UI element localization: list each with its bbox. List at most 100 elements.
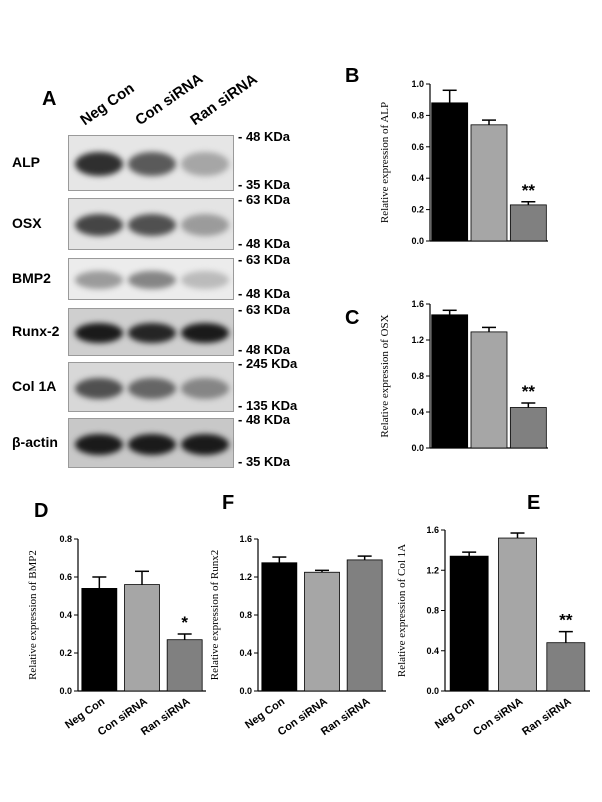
y-tick-label: 0.8 [59,534,72,544]
marker-label-upper: - 63 KDa [238,252,291,267]
significance-marker: * [181,613,188,632]
blot-band [75,378,123,399]
y-tick-label: 1.0 [411,79,424,89]
bar [304,571,340,692]
blot-image [68,135,234,191]
chart-f-runx2: F 0.0 0.4 0.8 1.2 1.6 Relative expression of R… [209,492,386,738]
marker-label-upper: - 245 KDa [238,356,298,371]
y-tick-label: 1.6 [239,534,252,544]
bar [509,204,547,242]
y-tick-label: 0.4 [411,173,424,183]
y-tick-label: 0.8 [411,110,424,120]
blot-label: ALP [12,154,40,170]
blot-band [128,271,176,289]
y-tick-label: 0.6 [59,572,72,582]
blot-label: BMP2 [12,270,51,286]
blot-band [75,323,123,343]
marker-label-lower: - 35 KDa [238,454,291,469]
bar [431,314,469,449]
y-tick-label: 0.4 [59,610,72,620]
y-tick-label: 0.0 [239,686,252,696]
bar [346,559,383,692]
y-tick-label: 1.2 [426,565,439,575]
y-tick-label: 0.0 [426,686,439,696]
blot-band [75,271,123,289]
significance-marker: ** [522,382,536,401]
bar [449,555,489,692]
chart-d-bmp2: D 0.0 0.2 0.4 0.6 0.8 Relative expression of B… [27,500,206,738]
blot-band [75,214,123,236]
y-tick-label: 0.8 [411,371,424,381]
blot-label: Runx-2 [12,323,60,339]
panel-letter: C [345,307,359,329]
y-axis-label: Relative expression of Runx2 [209,550,221,680]
bar [509,407,547,449]
blot-image [68,418,234,468]
y-tick-label: 0.0 [411,236,424,246]
y-axis-label: Relative expression of BMP2 [27,550,39,680]
chart-b-alp: B 0.0 0.2 0.4 0.6 0.8 1.0 Relative expression o… [345,65,548,246]
x-category-label: Neg Con [433,695,477,731]
y-tick-label: 0.4 [426,646,439,656]
blot-band [128,214,176,236]
significance-marker: ** [522,181,536,200]
y-axis-label: Relative expression of OSX [379,314,391,437]
blot-band [75,434,123,455]
y-tick-label: 0.0 [59,686,72,696]
marker-label-lower: - 48 KDa [238,342,291,357]
blot-band [181,271,229,289]
y-tick-label: 0.0 [411,443,424,453]
blot-image [68,308,234,356]
panel-letter: E [527,492,540,514]
blot-label: Col 1A [12,378,57,394]
chart-c-osx: C 0.0 0.4 0.8 1.2 1.6 Relative expression of O… [345,299,548,453]
marker-label-upper: - 63 KDa [238,192,291,207]
bar [166,639,203,692]
marker-label-upper: - 48 KDa [238,129,291,144]
y-tick-label: 0.4 [239,648,252,658]
y-tick-label: 0.2 [59,648,72,658]
blot-band [181,214,229,236]
y-tick-label: 1.2 [411,335,424,345]
y-tick-label: 0.8 [426,606,439,616]
blot-image [68,258,234,300]
panel-letter: F [222,492,234,514]
blot-band [75,152,123,176]
blot-band [181,434,229,455]
chart-e-col1a: E 0.0 0.4 0.8 1.2 1.6 Relative expression of C… [396,492,590,739]
significance-marker: ** [559,611,573,630]
bar [124,584,160,692]
marker-label-upper: - 48 KDa [238,412,291,427]
x-category-label: Con siRNA [471,696,525,739]
bar [470,124,508,242]
y-tick-label: 1.6 [426,525,439,535]
panel-a-letter: A [42,88,57,110]
blot-band [181,378,229,399]
blot-band [128,323,176,343]
blot-label: β-actin [12,434,58,450]
bar [498,537,537,692]
y-tick-label: 1.2 [239,572,252,582]
y-tick-label: 1.6 [411,299,424,309]
y-tick-label: 0.8 [239,610,252,620]
marker-label-lower: - 48 KDa [238,286,291,301]
lane-label: Neg Con [77,79,138,129]
blot-band [181,152,229,176]
panel-letter: B [345,65,359,87]
blot-band [128,434,176,455]
bar [81,588,118,692]
blot-band [128,378,176,399]
marker-label-lower: - 48 KDa [238,236,291,251]
y-axis-label: Relative expression of ALP [379,102,391,223]
y-axis-label: Relative expression of Col 1A [396,544,408,677]
bar [546,642,586,692]
bar [261,562,298,692]
y-tick-label: 0.2 [411,205,424,215]
marker-label-lower: - 35 KDa [238,177,291,192]
blot-label: OSX [12,215,42,231]
y-tick-label: 0.6 [411,142,424,152]
blot-band [181,323,229,343]
blot-band [128,152,176,176]
x-category-label: Ran siRNA [520,696,573,738]
blot-image [68,362,234,412]
